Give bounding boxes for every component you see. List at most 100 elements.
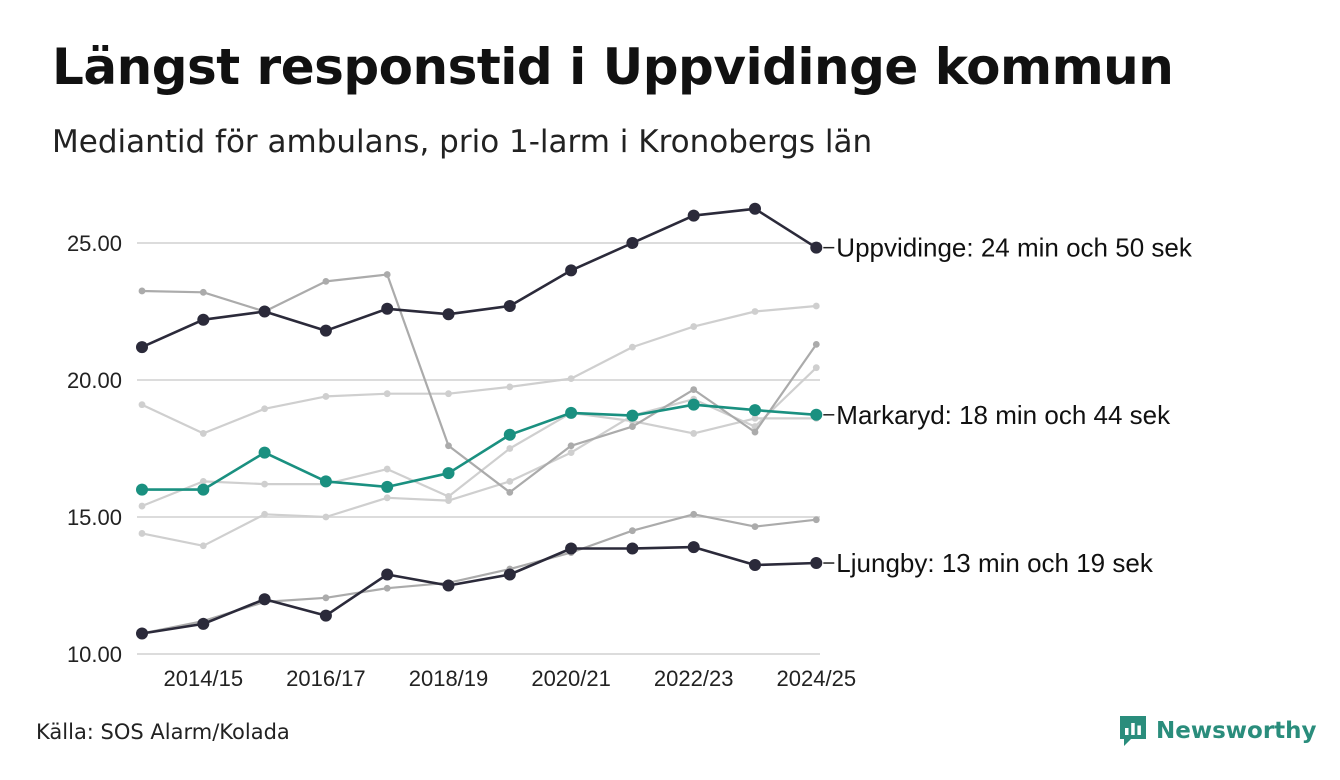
data-point — [567, 375, 575, 383]
data-point — [626, 542, 639, 555]
data-point — [629, 343, 636, 351]
series-kommun-e — [138, 510, 820, 637]
series-uppvidinge: Uppvidinge: 24 min och 50 sek — [136, 202, 1193, 354]
data-point — [381, 480, 394, 493]
data-point — [810, 557, 823, 570]
data-point — [319, 324, 332, 337]
chart-subtitle: Mediantid för ambulans, prio 1-larm i Kr… — [52, 124, 873, 160]
series-line-kommun-e — [141, 513, 817, 635]
series-line-kommun-d — [141, 366, 818, 547]
series-line-kommun-b — [141, 304, 817, 435]
data-point — [690, 510, 698, 518]
data-point — [199, 430, 207, 437]
data-point — [383, 584, 391, 592]
x-tick-label: 2024/25 — [777, 666, 857, 691]
data-point — [442, 308, 455, 321]
data-point — [567, 449, 575, 457]
data-point — [199, 477, 207, 485]
series-kommun-d — [138, 364, 820, 550]
data-point — [322, 513, 330, 521]
series-line-ljungby — [141, 545, 817, 635]
series-markaryd: Markaryd: 18 min och 44 sek — [136, 398, 1171, 496]
x-tick-label: 2016/17 — [286, 666, 366, 691]
data-point — [749, 404, 761, 417]
data-point — [687, 209, 700, 222]
series-ljungby: Ljungby: 13 min och 19 sek — [136, 541, 1154, 640]
data-point — [503, 428, 516, 441]
data-point — [567, 442, 575, 450]
data-point — [138, 287, 146, 295]
data-point — [629, 527, 636, 535]
data-point — [322, 393, 330, 400]
data-point — [383, 271, 391, 278]
data-point — [565, 264, 578, 277]
brand-name: Newsworthy — [1156, 718, 1317, 744]
data-point — [690, 430, 698, 437]
data-point — [445, 497, 452, 504]
data-point — [812, 340, 820, 348]
x-tick-label: 2020/21 — [531, 666, 611, 691]
data-point — [506, 477, 514, 485]
data-point — [626, 237, 639, 249]
data-point — [445, 390, 452, 398]
data-point — [383, 390, 391, 398]
data-point — [261, 480, 268, 488]
data-point — [197, 617, 210, 630]
data-point — [383, 494, 391, 502]
end-label-markaryd: Markaryd: 18 min och 44 sek — [836, 400, 1171, 430]
data-point — [749, 558, 761, 571]
y-tick-label: 25.00 — [67, 231, 122, 256]
data-point — [199, 288, 207, 296]
x-tick-label: 2022/23 — [654, 666, 734, 691]
data-point — [690, 386, 698, 393]
data-point — [445, 442, 452, 450]
data-point — [199, 542, 207, 550]
data-point — [626, 409, 639, 422]
data-point — [383, 465, 391, 473]
series-line-uppvidinge — [141, 207, 817, 349]
data-point — [322, 277, 330, 285]
x-tick-label: 2018/19 — [409, 666, 489, 691]
data-point — [749, 202, 761, 215]
data-point — [810, 408, 823, 421]
data-point — [197, 483, 210, 496]
x-tick-label: 2014/15 — [164, 666, 244, 691]
data-point — [136, 627, 148, 640]
data-point — [381, 568, 394, 581]
data-point — [687, 398, 700, 411]
end-label-uppvidinge: Uppvidinge: 24 min och 50 sek — [836, 233, 1193, 263]
chart-title: Längst responstid i Uppvidinge kommun — [52, 38, 1174, 96]
data-point — [690, 323, 698, 330]
data-point — [258, 446, 271, 459]
data-point — [565, 542, 578, 555]
data-point — [319, 609, 332, 622]
data-point — [136, 483, 148, 496]
data-point — [751, 523, 759, 530]
data-point — [812, 516, 820, 524]
data-point — [503, 300, 516, 313]
end-label-ljungby: Ljungby: 13 min och 19 sek — [836, 548, 1154, 578]
series-line-markaryd — [142, 403, 817, 491]
data-point — [506, 383, 514, 391]
data-point — [565, 406, 578, 419]
data-point — [258, 593, 271, 606]
data-point — [503, 568, 516, 581]
data-point — [442, 579, 455, 592]
data-point — [751, 428, 759, 436]
data-point — [138, 502, 146, 510]
data-point — [197, 313, 210, 326]
brand-logo: Newsworthy — [1118, 713, 1317, 749]
source-note: Källa: SOS Alarm/Kolada — [36, 720, 290, 744]
data-point — [319, 475, 332, 488]
series-line-kommun-c — [141, 411, 817, 508]
series-kommun-b — [138, 302, 820, 437]
data-point — [812, 364, 820, 372]
data-point — [442, 467, 455, 480]
data-point — [136, 341, 148, 354]
series-kommun-c — [138, 409, 820, 510]
data-point — [751, 414, 759, 422]
data-point — [629, 423, 636, 430]
data-point — [810, 241, 823, 254]
data-point — [261, 510, 268, 518]
